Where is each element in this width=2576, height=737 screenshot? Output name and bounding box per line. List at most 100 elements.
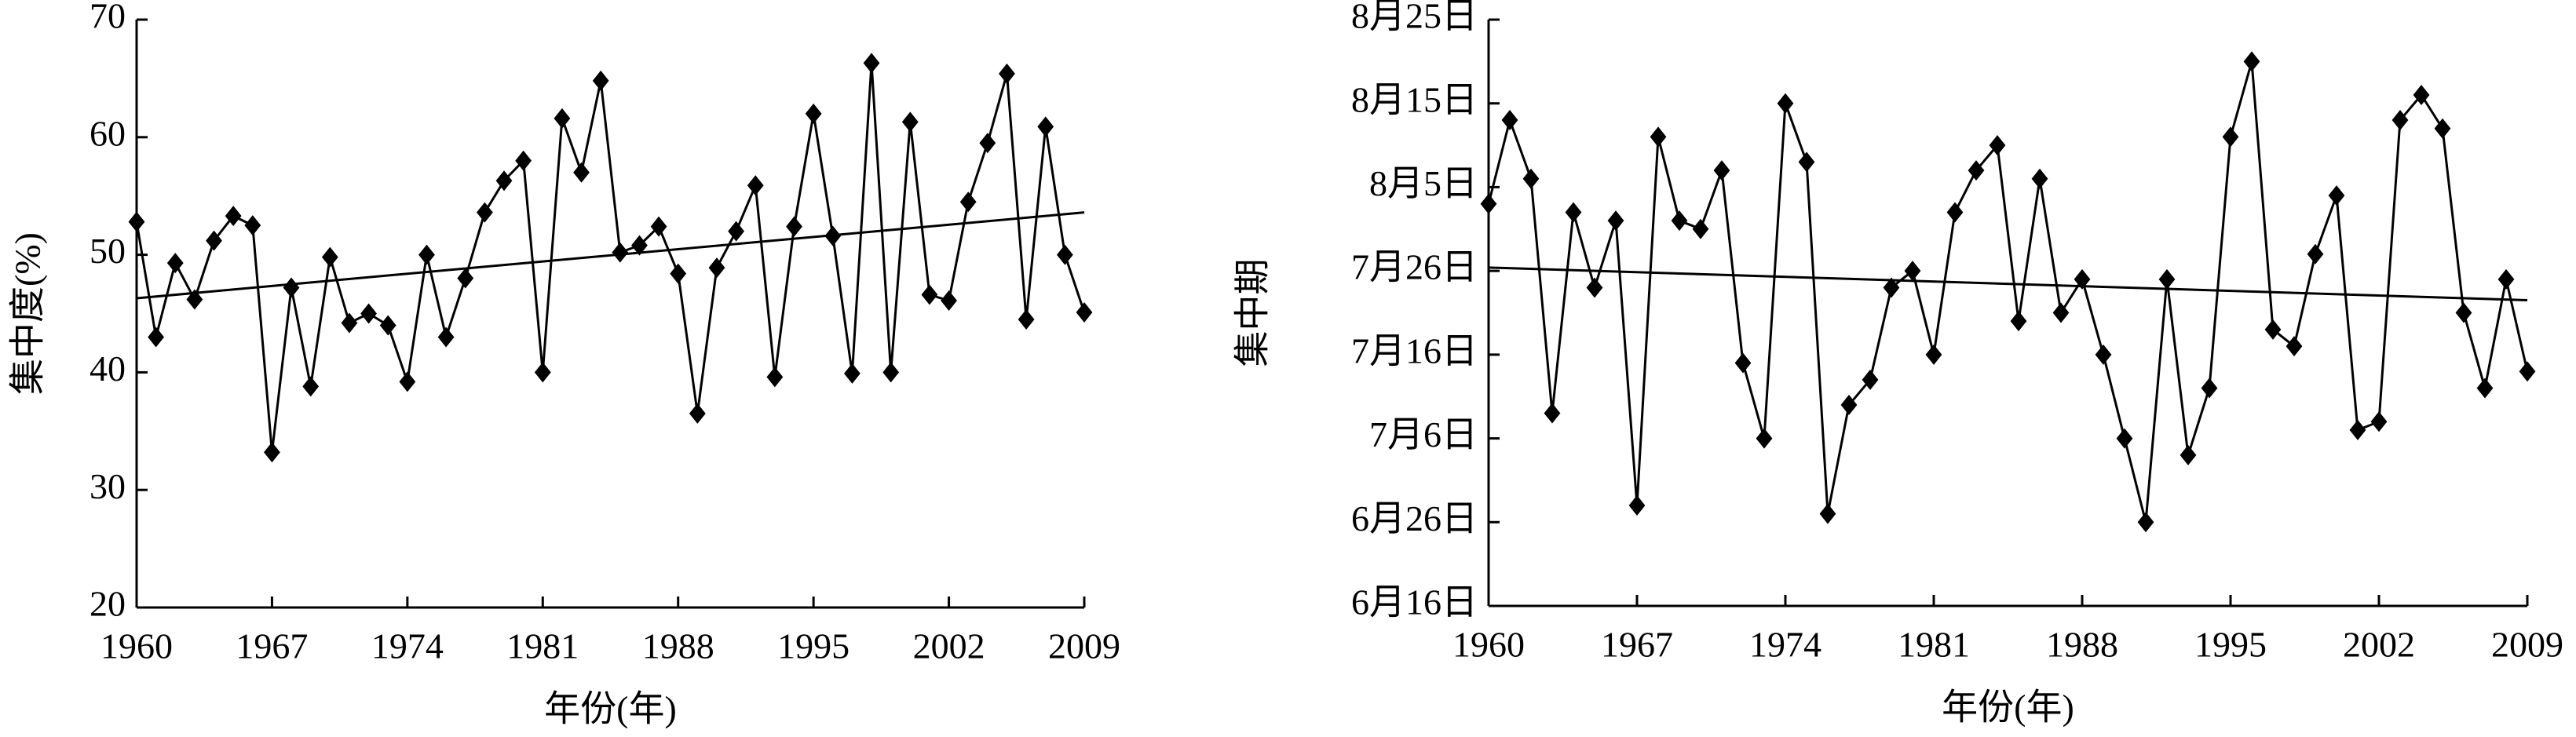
data-point xyxy=(650,216,667,237)
x-tick-label: 1960 xyxy=(100,626,173,666)
data-point xyxy=(321,246,338,268)
data-point xyxy=(2095,344,2112,365)
data-point xyxy=(1056,244,1073,265)
y-tick-label: 7月6日 xyxy=(1369,414,1478,454)
data-point xyxy=(921,284,938,305)
y-tick-label: 8月25日 xyxy=(1351,0,1478,36)
data-point xyxy=(1883,277,1900,298)
data-point xyxy=(1076,302,1093,323)
y-tick-label: 70 xyxy=(90,0,126,36)
data-point xyxy=(999,63,1015,84)
data-point xyxy=(612,242,629,263)
x-tick-label: 1995 xyxy=(777,626,850,666)
data-point xyxy=(206,230,222,251)
data-point xyxy=(457,268,474,289)
data-point xyxy=(1565,202,1582,223)
data-point xyxy=(670,263,687,284)
x-tick-label: 2009 xyxy=(1048,626,1120,666)
data-point xyxy=(1671,210,1688,232)
data-point xyxy=(2413,85,2430,106)
data-point xyxy=(1522,168,1540,189)
y-tick-label: 7月16日 xyxy=(1351,330,1478,370)
data-point xyxy=(360,303,377,324)
data-point xyxy=(148,327,165,348)
data-point xyxy=(1862,369,1879,390)
data-point xyxy=(1650,126,1667,148)
data-point xyxy=(766,367,784,388)
x-tick-label: 1960 xyxy=(1452,625,1525,665)
data-point xyxy=(2286,336,2303,357)
data-point xyxy=(901,111,919,133)
x-axis-label: 年份(年) xyxy=(1942,688,2074,728)
data-point xyxy=(979,133,996,154)
x-tick-label: 1995 xyxy=(2194,625,2267,665)
x-tick-label: 1988 xyxy=(642,626,714,666)
data-point xyxy=(2137,512,2154,533)
data-point xyxy=(1819,503,1836,524)
data-point xyxy=(882,362,900,383)
data-point xyxy=(2010,311,2027,332)
y-tick-label: 30 xyxy=(90,466,126,506)
x-axis-label: 年份(年) xyxy=(544,689,677,729)
data-point xyxy=(476,202,493,223)
trend-line xyxy=(136,211,1085,300)
data-point xyxy=(2370,411,2388,432)
x-tick-label: 1974 xyxy=(1749,625,1821,665)
data-point xyxy=(959,192,977,213)
data-point xyxy=(244,215,261,236)
data-point xyxy=(2349,419,2366,440)
data-point xyxy=(437,327,455,348)
data-point xyxy=(1968,160,1985,181)
x-tick-label: 1981 xyxy=(506,626,579,666)
y-axis-label: 集中期 xyxy=(1233,259,1273,367)
data-point xyxy=(805,103,822,124)
data-point xyxy=(2455,302,2472,323)
y-tick-label: 8月15日 xyxy=(1351,79,1478,119)
data-point xyxy=(1713,160,1730,181)
data-point xyxy=(2031,168,2048,189)
data-point xyxy=(2116,428,2133,449)
data-point xyxy=(631,235,648,256)
data-point xyxy=(2519,361,2536,382)
y-tick-label: 6月16日 xyxy=(1351,582,1478,622)
data-point xyxy=(2391,110,2409,131)
data-point xyxy=(2201,378,2218,399)
data-point xyxy=(418,244,435,265)
y-tick-label: 50 xyxy=(90,231,126,271)
data-point xyxy=(1989,135,2006,156)
series-line xyxy=(1487,60,2529,523)
x-tick-label: 1981 xyxy=(1898,625,1970,665)
data-point xyxy=(302,376,320,397)
data-point xyxy=(225,206,242,227)
data-point xyxy=(264,442,280,463)
x-tick-label: 1967 xyxy=(1601,625,1673,665)
data-point xyxy=(2074,268,2091,290)
data-point xyxy=(166,253,184,274)
data-point xyxy=(1037,116,1054,137)
data-point xyxy=(1798,151,1815,173)
series-line xyxy=(135,63,1086,453)
data-point xyxy=(689,403,706,424)
trend-line xyxy=(1488,266,2528,301)
data-point xyxy=(1840,394,1858,415)
x-tick-label: 1974 xyxy=(371,626,444,666)
data-point xyxy=(1607,210,1624,232)
data-point xyxy=(1501,110,1518,131)
y-tick-label: 7月26日 xyxy=(1351,247,1478,287)
data-point xyxy=(1756,428,1773,449)
y-tick-label: 40 xyxy=(90,348,126,389)
data-point xyxy=(573,162,590,183)
data-point xyxy=(863,53,880,74)
data-point xyxy=(128,211,145,232)
data-point xyxy=(379,315,396,336)
y-tick-label: 20 xyxy=(90,584,126,624)
data-point xyxy=(786,216,802,237)
y-tick-label: 60 xyxy=(90,113,126,153)
data-point xyxy=(2264,319,2282,340)
data-point xyxy=(1904,261,1921,282)
y-tick-label: 6月26日 xyxy=(1351,498,1478,538)
x-tick-label: 2009 xyxy=(2491,625,2563,665)
data-point xyxy=(1586,277,1603,298)
data-point xyxy=(1018,308,1035,330)
